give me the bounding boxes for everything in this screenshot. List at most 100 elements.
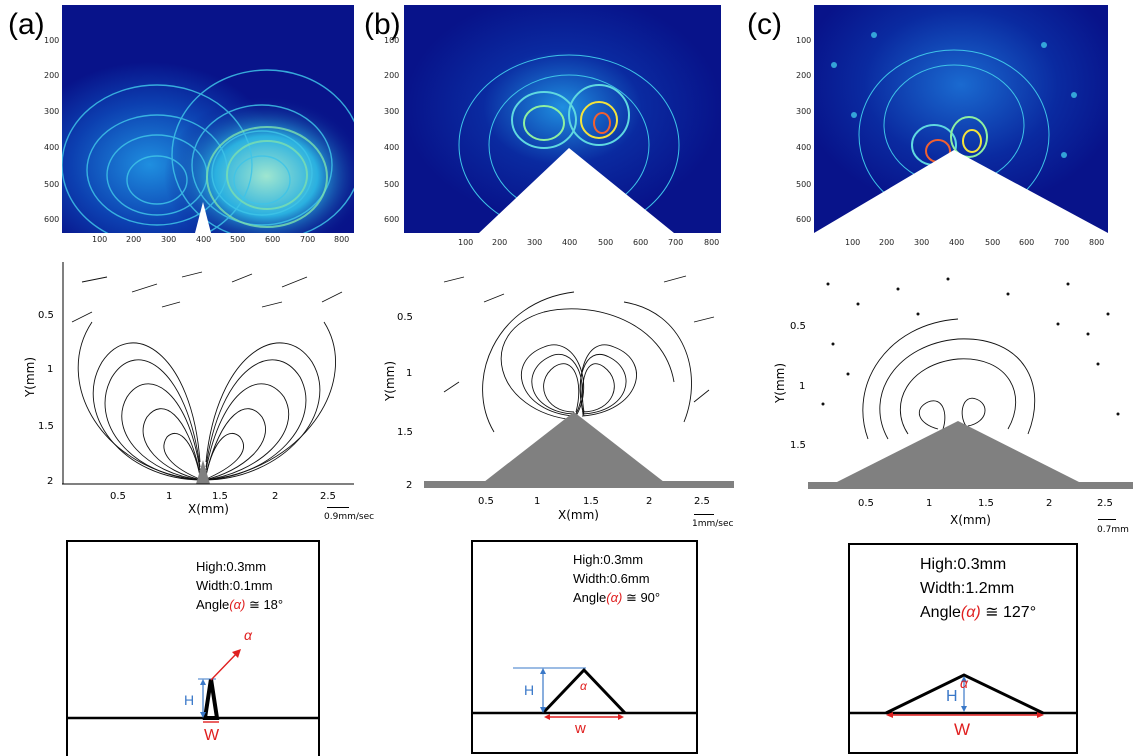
heat-a-xtick: 800 [334,235,350,244]
alpha-label-c: α [960,675,968,691]
info-high-c: High:0.3mm [920,556,1007,573]
heat-a-xtick: 400 [196,235,212,244]
stream-b-xtick: 2 [646,496,653,507]
schematic-info-c: High:0.3mm Width:1.2mm Angle(α) ≅ 127° [920,553,1036,625]
schematic-info-a: High:0.3mm Width:0.1mm Angle(α) ≅ 18° [196,557,283,614]
heat-a-ytick: 300 [44,107,60,116]
heat-b-ytick: 400 [384,143,400,152]
angle-value-b: ≅ 90° [622,590,661,605]
heat-b-xtick: 600 [633,238,649,247]
stream-a-ytick: 1.5 [38,421,54,432]
scale-arrow-a [327,507,349,508]
heat-c-ytick: 100 [796,36,812,45]
heat-b-ytick: 300 [384,107,400,116]
heat-c-ytick: 300 [796,107,812,116]
angle-value-c: ≅ 127° [980,604,1037,621]
streamline-plot-b [424,262,734,488]
alpha-label-a: α [244,627,252,643]
heat-c-ytick: 500 [796,180,812,189]
stream-c-ylabel: Y(mm) [773,362,788,404]
info-high-a: High:0.3mm [196,559,267,574]
schematic-info-b: High:0.3mm Width:0.6mm Angle(α) ≅ 90° [573,550,660,607]
heat-b-xtick: 400 [562,238,578,247]
panel-label-a: (a) [8,8,45,41]
scale-label-a: 0.9mm/sec [324,512,375,522]
heat-a-xtick: 500 [230,235,246,244]
stream-a-xlabel: X(mm) [188,502,229,516]
stream-c-xtick: 0.5 [858,498,874,509]
heat-c-xtick: 300 [914,238,930,247]
heat-a-ytick: 200 [44,71,60,80]
heat-b-xtick: 100 [458,238,474,247]
heatmap-c-image [814,5,1108,233]
stream-b-ytick: 1.5 [397,427,413,438]
angle-prefix-a: Angle [196,597,230,612]
stream-b-xtick: 2.5 [694,496,710,507]
heat-c-xtick: 100 [845,238,861,247]
heatmap-b-image [404,5,721,233]
angle-value-a: ≅ 18° [245,597,284,612]
angle-alpha-c: (α) [960,604,981,621]
heat-a-xtick: 200 [126,235,142,244]
stream-b-ylabel: Y(mm) [383,360,398,402]
scale-label-b: 1mm/sec [692,519,734,529]
stream-a-xtick: 1.5 [212,491,228,502]
stream-a-xtick: 2.5 [320,491,336,502]
heat-b-ytick: 500 [384,180,400,189]
stream-b-xlabel: X(mm) [558,508,599,522]
streamline-a-image [62,262,354,485]
heat-c-xtick: 600 [1019,238,1035,247]
panel-label-b: (b) [364,8,401,41]
stream-c-ytick: 1.5 [790,440,806,451]
info-width-a: Width:0.1mm [196,578,273,593]
heat-b-xtick: 800 [704,238,720,247]
scale-arrow-b [694,514,714,515]
heat-c-ytick: 400 [796,143,812,152]
heat-b-ytick: 600 [384,215,400,224]
heat-c-ytick: 600 [796,215,812,224]
h-label-c: H [946,688,958,705]
h-label-a: H [184,692,195,708]
stream-a-ytick: 0.5 [38,310,54,321]
heat-b-xtick: 200 [492,238,508,247]
stream-a-xtick: 0.5 [110,491,126,502]
heat-a-xtick: 600 [265,235,281,244]
info-angle-a: Angle(α) ≅ 18° [196,595,283,614]
stream-b-xtick: 1 [534,496,541,507]
info-width-b: Width:0.6mm [573,571,650,586]
stream-c-ytick: 0.5 [790,321,806,332]
heat-c-xtick: 200 [879,238,895,247]
stream-b-ytick: 1 [406,368,413,379]
heat-b-ytick: 100 [384,36,400,45]
heat-a-ytick: 100 [44,36,60,45]
w-label-a: W [204,727,220,744]
alpha-label-b: α [580,679,587,693]
stream-b-xtick: 0.5 [478,496,494,507]
heat-c-ytick: 200 [796,71,812,80]
stream-c-xtick: 2.5 [1097,498,1113,509]
stream-c-xlabel: X(mm) [950,513,991,527]
heat-b-xtick: 700 [668,238,684,247]
info-width-c: Width:1.2mm [920,580,1015,597]
stream-b-ytick: 0.5 [397,312,413,323]
stream-c-xtick: 2 [1046,498,1053,509]
schematic-box-a [66,540,320,756]
streamline-plot-a [62,262,354,486]
stream-a-xtick: 2 [272,491,279,502]
streamline-b-image [424,275,734,488]
scale-arrow-c [1098,519,1116,520]
heatmap-a [62,5,354,233]
heat-a-xtick: 700 [300,235,316,244]
heat-c-xtick: 400 [949,238,965,247]
angle-alpha-a: (α) [229,597,246,612]
angle-prefix-c: Angle [920,604,961,621]
stream-a-ylabel: Y(mm) [23,356,38,398]
info-high-b: High:0.3mm [573,552,644,567]
heat-a-ytick: 400 [44,143,60,152]
scale-label-c: 0.7mm [1097,525,1129,535]
stream-a-ytick: 2 [47,476,54,487]
panel-label-c: (c) [747,8,782,41]
streamline-plot-c [808,264,1133,489]
info-angle-b: Angle(α) ≅ 90° [573,588,660,607]
schematic-drawing-a [66,649,320,723]
